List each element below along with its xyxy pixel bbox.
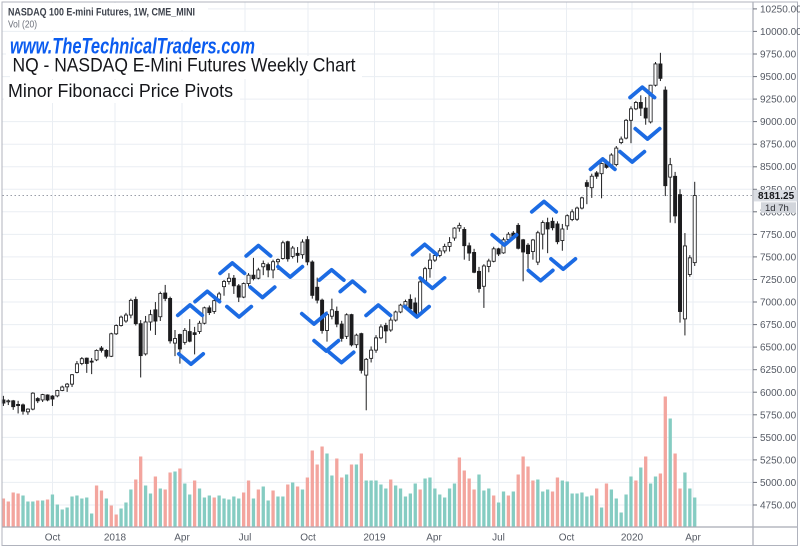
svg-text:7250.00: 7250.00: [760, 275, 797, 286]
svg-text:5000.00: 5000.00: [760, 478, 797, 489]
svg-text:NQ - NASDAQ E-Mini Futures Wee: NQ - NASDAQ E-Mini Futures Weekly Chart: [13, 55, 357, 77]
svg-text:8750.00: 8750.00: [760, 140, 797, 151]
svg-text:2020: 2020: [621, 533, 644, 544]
svg-text:Jul: Jul: [492, 533, 505, 544]
svg-text:7750.00: 7750.00: [760, 230, 797, 241]
svg-text:6250.00: 6250.00: [760, 365, 797, 376]
svg-text:2018: 2018: [104, 533, 127, 544]
svg-text:6750.00: 6750.00: [760, 320, 797, 331]
svg-text:5250.00: 5250.00: [760, 455, 797, 466]
svg-text:NASDAQ 100 E-mini Futures, 1W,: NASDAQ 100 E-mini Futures, 1W, CME_MINI: [8, 7, 195, 19]
svg-text:9250.00: 9250.00: [760, 95, 797, 106]
svg-text:www.TheTechnicalTraders.com: www.TheTechnicalTraders.com: [10, 34, 255, 59]
svg-text:9500.00: 9500.00: [760, 72, 797, 83]
svg-text:Jul: Jul: [239, 533, 252, 544]
svg-text:8500.00: 8500.00: [760, 162, 797, 173]
svg-text:10250.00: 10250.00: [760, 4, 800, 15]
svg-text:10000.00: 10000.00: [760, 27, 800, 38]
svg-text:Apr: Apr: [174, 533, 190, 544]
svg-text:7000.00: 7000.00: [760, 298, 797, 309]
svg-text:8181.25: 8181.25: [758, 191, 795, 202]
svg-text:7500.00: 7500.00: [760, 252, 797, 263]
svg-text:Vol (20): Vol (20): [8, 20, 37, 31]
svg-text:Minor Fibonacci Price Pivots: Minor Fibonacci Price Pivots: [8, 80, 233, 101]
svg-text:Apr: Apr: [426, 533, 442, 544]
svg-text:Oct: Oct: [300, 533, 316, 544]
svg-text:Oct: Oct: [559, 533, 575, 544]
svg-text:9750.00: 9750.00: [760, 50, 797, 61]
svg-text:2019: 2019: [363, 533, 386, 544]
svg-text:Oct: Oct: [45, 533, 61, 544]
svg-text:1d 7h: 1d 7h: [765, 203, 789, 214]
svg-text:5500.00: 5500.00: [760, 433, 797, 444]
svg-text:6500.00: 6500.00: [760, 343, 797, 354]
svg-text:4750.00: 4750.00: [760, 501, 797, 512]
svg-text:6000.00: 6000.00: [760, 388, 797, 399]
svg-text:9000.00: 9000.00: [760, 117, 797, 128]
svg-text:Apr: Apr: [685, 533, 701, 544]
svg-text:5750.00: 5750.00: [760, 410, 797, 421]
